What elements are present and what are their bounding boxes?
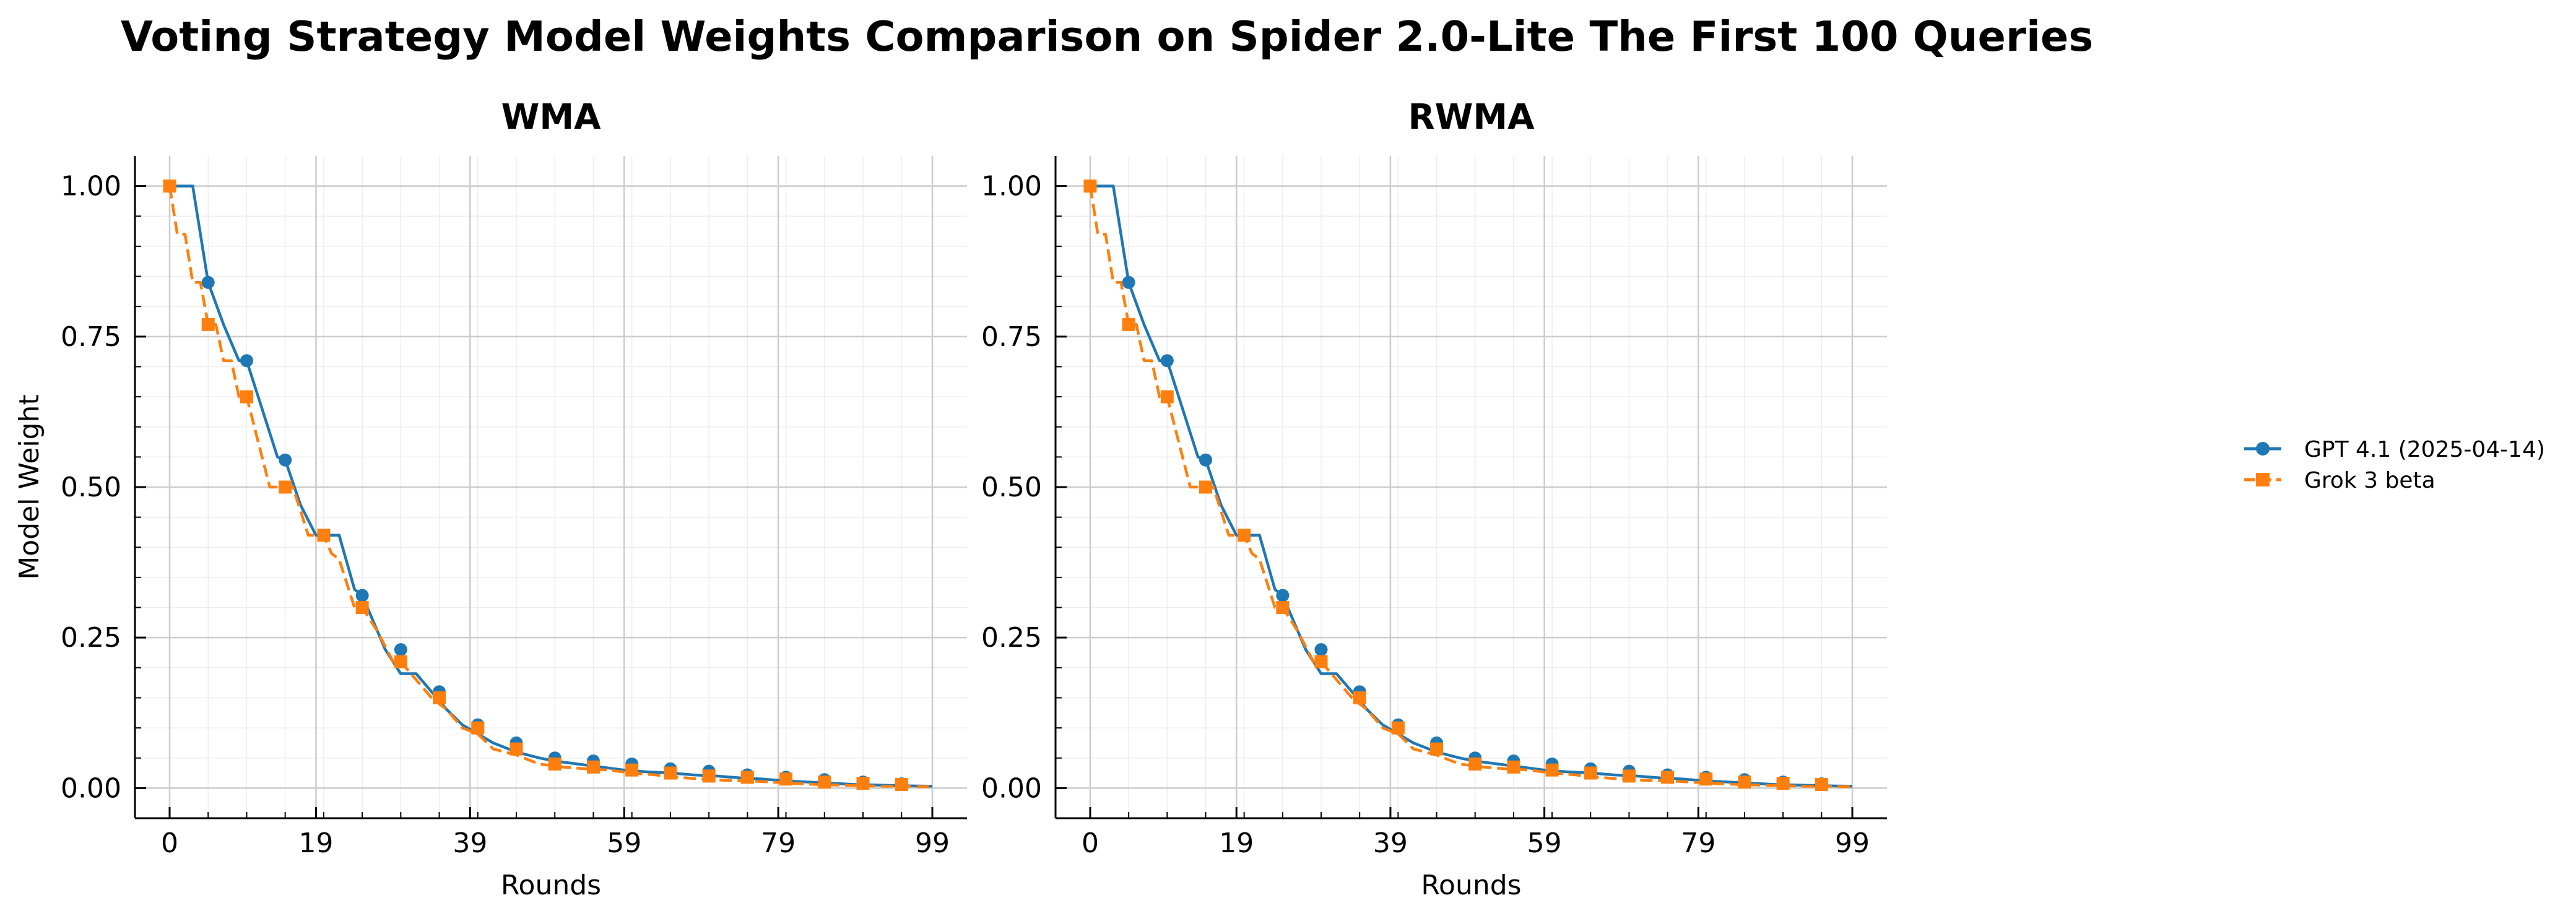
series-line-gpt41: [170, 184, 933, 788]
data-point-grok3: [1353, 691, 1366, 704]
data-point-grok3: [818, 776, 831, 789]
data-point-grok3: [1160, 390, 1174, 404]
data-point-grok3: [1468, 757, 1482, 771]
data-point-grok3: [1622, 769, 1636, 783]
y-tick-label: 1.00: [61, 171, 121, 202]
data-point-grok3: [433, 691, 446, 704]
data-point-grok3: [471, 721, 485, 735]
series-line-gpt41: [1090, 184, 1853, 788]
data-point-grok3: [779, 772, 793, 786]
data-point-grok3: [895, 778, 908, 792]
panel-wma: 0 19 39 59 79 99 0.00 0.25 0.50 0.75 1.00 WMA Rounds…: [14, 97, 967, 901]
data-point-grok3: [664, 766, 677, 780]
x-tick-label: 79: [1681, 827, 1715, 859]
y-tick-label: 0.25: [61, 622, 121, 654]
x-axis-label: Rounds: [501, 870, 601, 901]
data-point-grok3: [1661, 771, 1675, 784]
data-point-gpt41: [355, 589, 369, 602]
data-point-grok3: [201, 318, 215, 331]
data-point-grok3: [1199, 480, 1212, 494]
panel-title: WMA: [501, 97, 601, 137]
x-tick-label: 59: [1527, 827, 1562, 859]
y-tick-label: 0.00: [61, 772, 121, 804]
x-tick-label: 0: [1082, 827, 1099, 859]
data-point-grok3: [625, 763, 639, 777]
data-point-gpt41: [1122, 275, 1135, 289]
data-point-grok3: [1314, 655, 1328, 668]
y-tick-label: 0.75: [61, 321, 121, 353]
data-point-grok3: [1699, 772, 1713, 786]
data-point-grok3: [1083, 179, 1097, 193]
series-line-grok3: [168, 186, 933, 789]
figure-title: Voting Strategy Model Weights Comparison…: [121, 12, 2093, 61]
x-tick-label: 19: [1219, 827, 1254, 859]
x-tick-label: 0: [161, 827, 178, 859]
series-line-grok3: [1088, 186, 1853, 789]
data-point-grok3: [1391, 721, 1405, 735]
x-tick-label: 79: [761, 827, 796, 859]
legend-marker-grok3: [2256, 473, 2270, 486]
data-point-grok3: [1815, 778, 1828, 792]
data-point-gpt41: [1314, 643, 1328, 657]
data-point-grok3: [1584, 766, 1597, 780]
data-point-grok3: [740, 771, 754, 784]
data-point-gpt41: [279, 453, 292, 467]
data-point-grok3: [1776, 777, 1790, 790]
y-tick-label: 0.75: [981, 321, 1042, 353]
data-point-grok3: [1122, 318, 1135, 331]
panel-rwma: 0 19 39 59 79 99 0.00 0.25 0.50 0.75 1.00 RWMA Round…: [981, 97, 1887, 901]
data-point-grok3: [1238, 529, 1251, 542]
data-point-gpt41: [1199, 453, 1212, 467]
data-point-grok3: [1430, 742, 1444, 756]
data-point-grok3: [1545, 763, 1559, 777]
y-tick-label: 0.50: [61, 472, 121, 503]
data-point-grok3: [1507, 760, 1520, 774]
data-point-grok3: [702, 769, 716, 783]
data-point-grok3: [355, 601, 369, 615]
data-point-grok3: [510, 742, 523, 756]
data-point-grok3: [317, 529, 331, 542]
panel-title: RWMA: [1408, 97, 1535, 137]
x-tick-label: 19: [298, 827, 333, 859]
y-axis-label: Model Weight: [14, 394, 45, 579]
data-point-grok3: [240, 390, 253, 404]
y-tick-label: 0.00: [981, 772, 1042, 804]
legend-label-gpt41: GPT 4.1 (2025-04-14): [2304, 437, 2545, 462]
x-tick-label: 39: [1373, 827, 1408, 859]
data-point-gpt41: [1276, 589, 1290, 602]
y-tick-label: 0.25: [981, 622, 1042, 654]
data-point-gpt41: [1160, 354, 1174, 368]
legend-label-grok3: Grok 3 beta: [2304, 468, 2435, 493]
data-point-grok3: [394, 655, 407, 668]
data-point-gpt41: [394, 643, 407, 657]
data-point-grok3: [586, 760, 600, 774]
x-axis-label: Rounds: [1421, 870, 1521, 901]
data-point-gpt41: [201, 275, 215, 289]
legend-marker-gpt41: [2256, 442, 2270, 456]
legend: GPT 4.1 (2025-04-14) Grok 3 beta: [2244, 437, 2545, 493]
y-tick-label: 0.50: [981, 472, 1042, 503]
y-tick-label: 1.00: [981, 171, 1042, 202]
data-point-grok3: [548, 757, 562, 771]
x-tick-label: 59: [607, 827, 641, 859]
data-point-grok3: [279, 480, 292, 494]
data-point-grok3: [1276, 601, 1290, 615]
x-tick-label: 99: [915, 827, 950, 859]
data-point-grok3: [856, 777, 870, 790]
x-tick-label: 99: [1835, 827, 1870, 859]
data-point-grok3: [163, 179, 176, 193]
data-point-grok3: [1738, 776, 1751, 789]
data-point-gpt41: [240, 354, 253, 368]
x-tick-label: 39: [453, 827, 487, 859]
